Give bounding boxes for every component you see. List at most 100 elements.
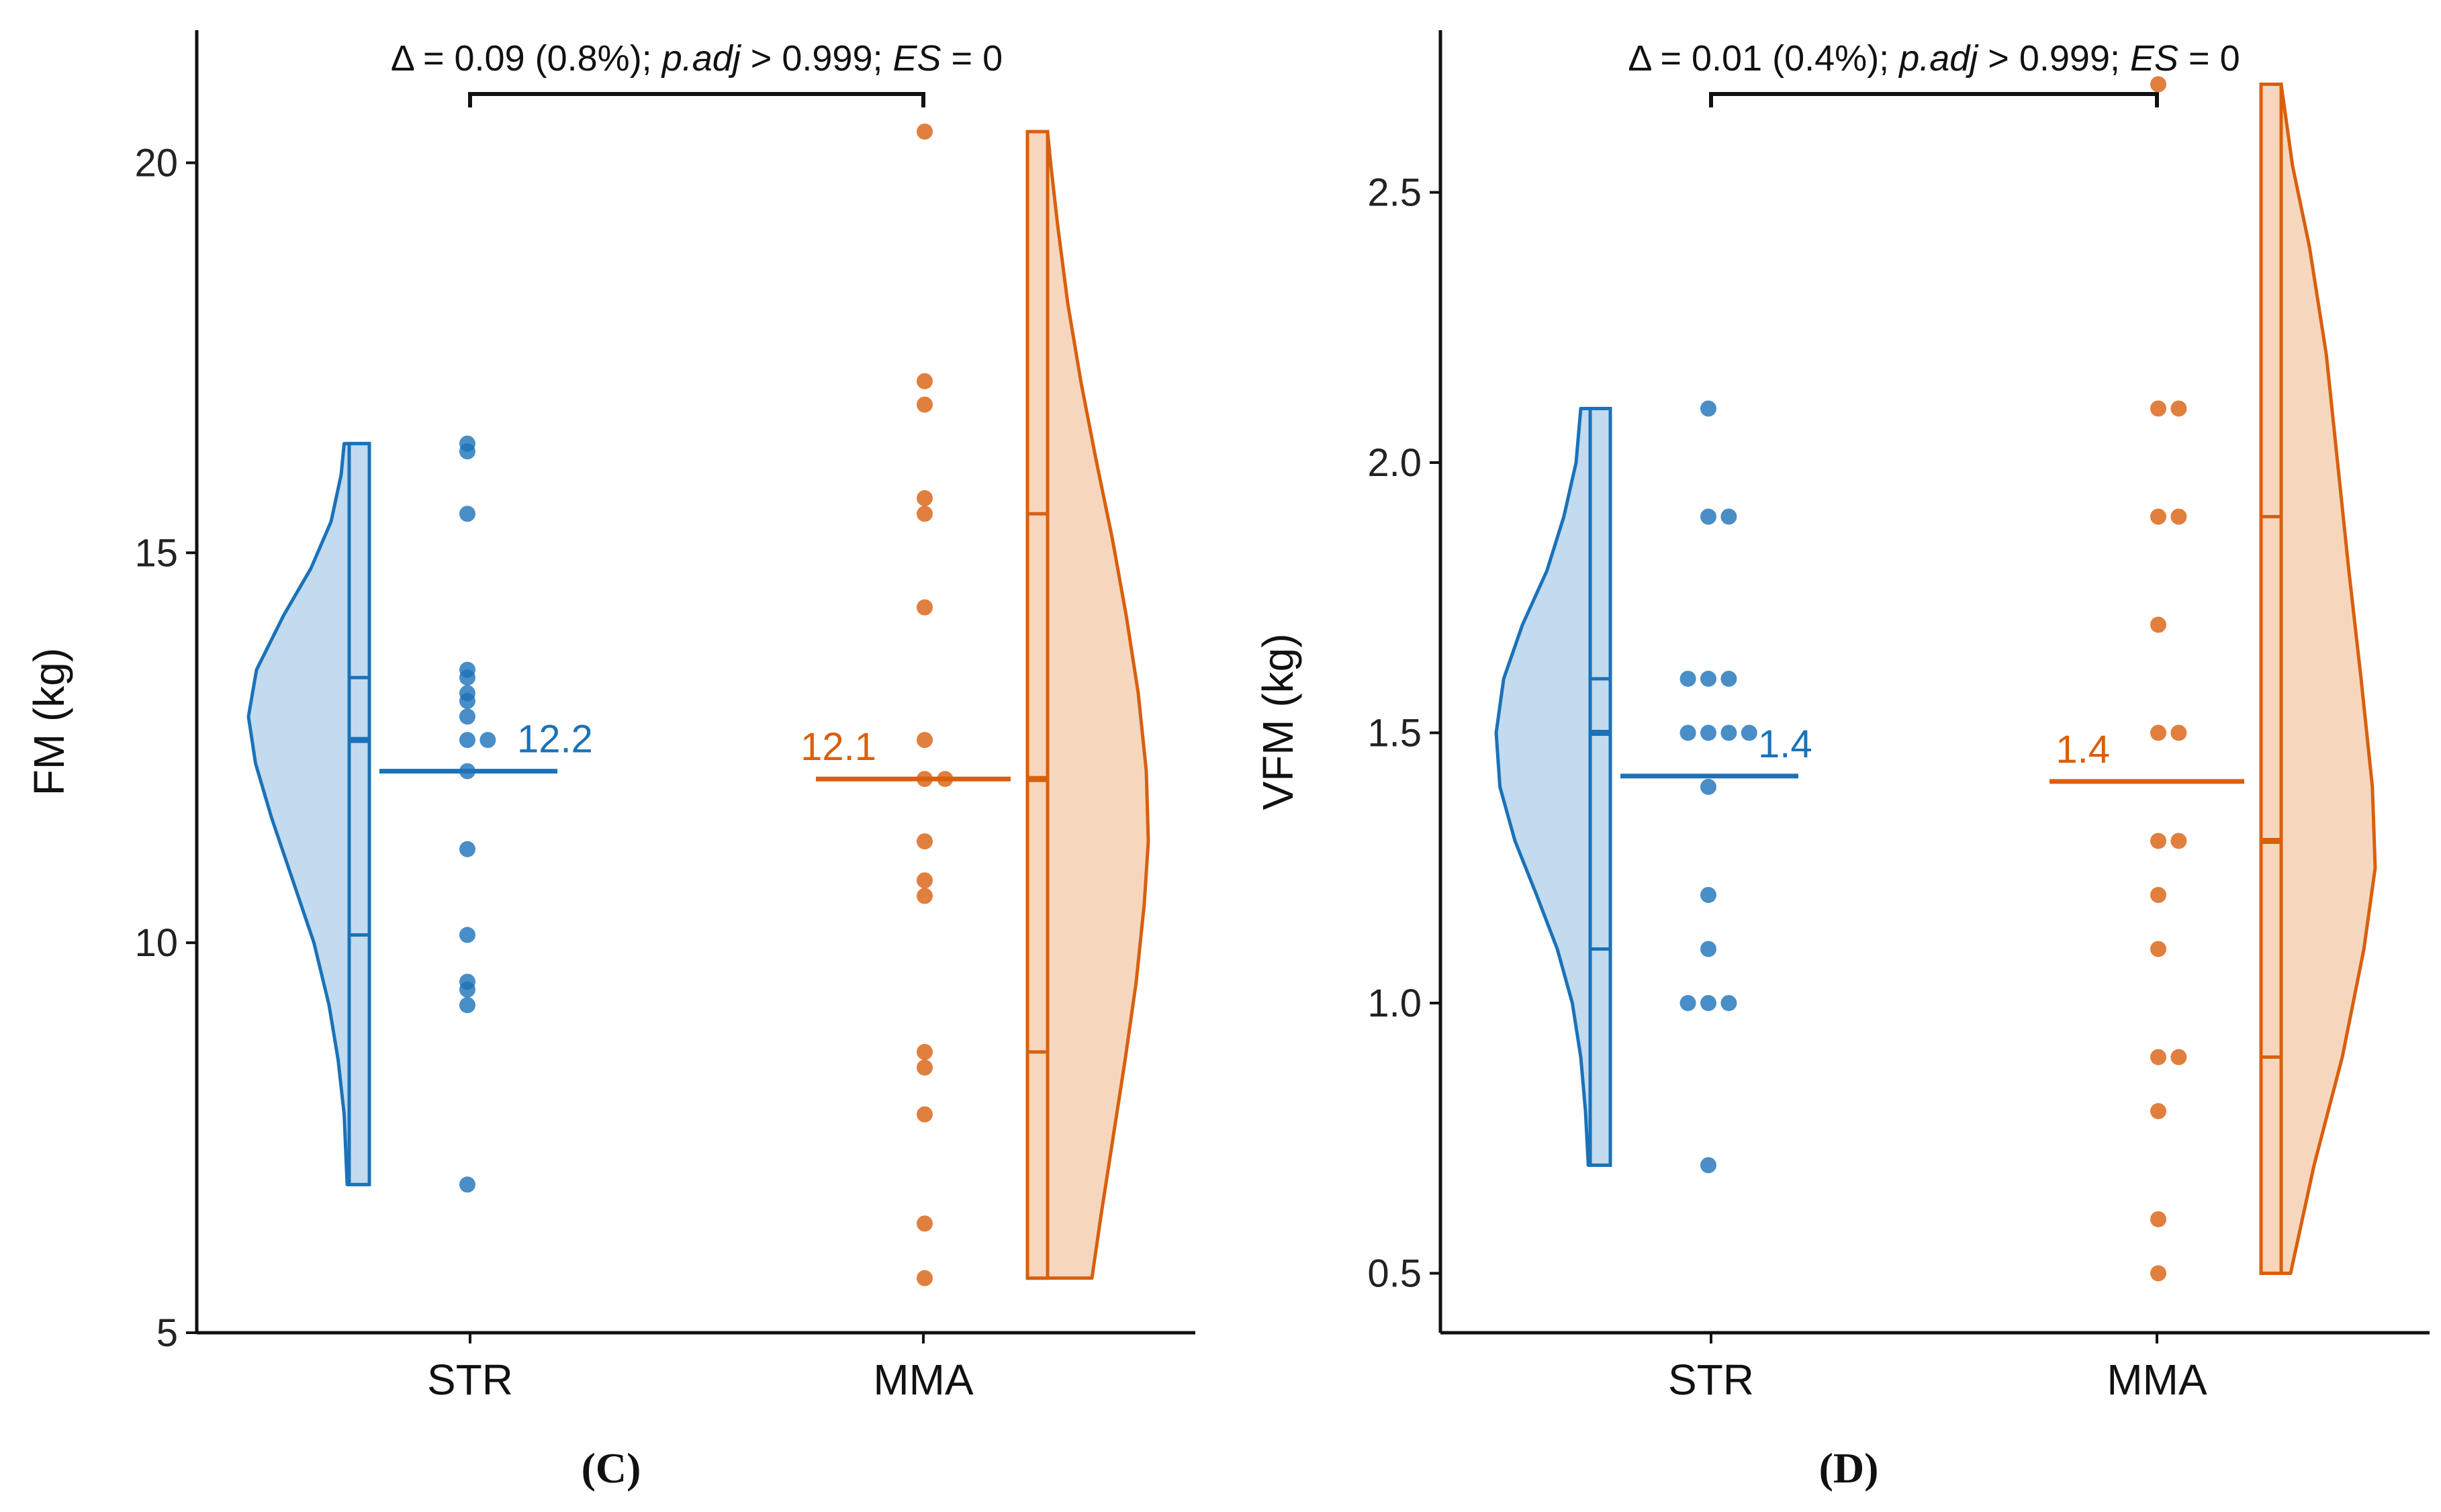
y-axis-label: VFM (kg) xyxy=(1254,633,1302,810)
data-point xyxy=(2170,833,2187,849)
mean-label: 1.4 xyxy=(1758,722,1812,766)
data-point xyxy=(917,732,933,749)
data-point xyxy=(1741,724,1757,741)
data-point xyxy=(2150,1102,2166,1119)
data-point xyxy=(1700,1157,1716,1174)
panel-d-label: (D) xyxy=(1818,1444,1879,1492)
data-point xyxy=(917,599,933,616)
data-point xyxy=(1679,994,1696,1011)
group-str: 1.4 xyxy=(1494,400,1812,1174)
data-point xyxy=(2150,833,2166,849)
comparison-bracket xyxy=(1709,92,2159,107)
comparison-label: Δ = 0.01 (0.4%); p.adj > 0.999; ES = 0 xyxy=(1628,38,2240,79)
iqr-box xyxy=(1588,677,1612,951)
chart-panel-c: 5 10 15 20 FM (kg) STR MMA Δ = 0.09 (0.8%); p.a… xyxy=(25,30,1195,1404)
y-tick-label: 5 xyxy=(156,1311,178,1355)
group-mma: 1.4 xyxy=(2049,76,2377,1282)
y-tick-label: 1.0 xyxy=(1367,982,1422,1025)
data-point xyxy=(2170,1049,2187,1066)
comparison-part-3: ES xyxy=(2130,38,2178,79)
y-axis-label: FM (kg) xyxy=(25,648,73,796)
density-cloud xyxy=(1494,406,1612,1167)
data-point xyxy=(1700,400,1716,417)
comparison-part-2: > 0.999; xyxy=(741,38,893,79)
chart-panel-d: 0.5 1.0 1.5 2.0 2.5 VFM (kg) STR MMA Δ = 0.01 (0… xyxy=(1254,30,2430,1404)
data-point xyxy=(1700,778,1716,795)
comparison-bracket xyxy=(468,92,925,107)
data-point xyxy=(1700,724,1716,741)
data-point xyxy=(1679,670,1696,687)
data-point xyxy=(459,927,475,943)
data-point xyxy=(1679,724,1696,741)
x-tick-label: STR xyxy=(427,1356,513,1404)
data-point xyxy=(459,693,475,710)
data-point xyxy=(459,981,475,998)
data-point xyxy=(2150,1049,2166,1066)
comparison-label: Δ = 0.09 (0.8%); p.adj > 0.999; ES = 0 xyxy=(391,38,1003,79)
y-tick-label: 1.5 xyxy=(1367,711,1422,755)
iqr-box xyxy=(347,675,371,937)
comparison-part-0: Δ = 0.09 (0.8%); xyxy=(391,38,662,79)
data-point xyxy=(2150,941,2166,957)
data-point xyxy=(459,661,475,678)
data-point xyxy=(1720,508,1737,525)
data-point xyxy=(917,1059,933,1076)
data-point xyxy=(917,1270,933,1286)
data-point xyxy=(917,1215,933,1232)
data-point xyxy=(459,841,475,857)
iqr-box xyxy=(2259,514,2283,1059)
data-point xyxy=(1700,670,1716,687)
comparison-part-4: = 0 xyxy=(941,38,1003,79)
data-point xyxy=(917,373,933,389)
data-point xyxy=(2150,724,2166,741)
y-tick-label: 2.0 xyxy=(1367,441,1422,485)
x-tick-label: MMA xyxy=(2107,1356,2207,1404)
y-tick-label: 15 xyxy=(134,531,178,575)
data-point xyxy=(2150,886,2166,903)
y-tick-label: 10 xyxy=(134,921,178,965)
data-point xyxy=(1700,941,1716,957)
data-point xyxy=(1720,994,1737,1011)
data-point xyxy=(1700,886,1716,903)
y-tick-label: 20 xyxy=(134,141,178,185)
data-point xyxy=(1720,724,1737,741)
data-point xyxy=(2150,616,2166,633)
mean-label: 1.4 xyxy=(2056,728,2110,771)
x-tick-label: STR xyxy=(1668,1356,1754,1404)
mean-label: 12.1 xyxy=(800,725,876,769)
data-point xyxy=(1700,508,1716,525)
comparison-part-0: Δ = 0.01 (0.4%); xyxy=(1628,38,1899,79)
comparison-part-2: > 0.999; xyxy=(1978,38,2130,79)
density-cloud xyxy=(246,442,371,1186)
data-point xyxy=(917,872,933,889)
y-tick-label: 2.5 xyxy=(1367,171,1422,214)
data-point xyxy=(2170,400,2187,417)
density-cloud xyxy=(2259,82,2377,1275)
data-point xyxy=(479,732,496,749)
comparison-part-1: p.adj xyxy=(1898,38,1979,79)
comparison-part-1: p.adj xyxy=(661,38,742,79)
data-point xyxy=(917,888,933,904)
data-point xyxy=(917,1106,933,1123)
data-point xyxy=(917,124,933,140)
data-point xyxy=(459,732,475,749)
data-point xyxy=(459,435,475,452)
data-point xyxy=(2150,1211,2166,1227)
data-point xyxy=(1700,994,1716,1011)
data-point xyxy=(459,997,475,1014)
y-tick-label: 0.5 xyxy=(1367,1251,1422,1295)
comparison-part-3: ES xyxy=(892,38,941,79)
mean-label: 12.2 xyxy=(517,718,593,761)
group-str: 12.2 xyxy=(246,435,593,1193)
data-point xyxy=(917,833,933,850)
data-point xyxy=(459,1176,475,1193)
group-mma: 12.1 xyxy=(800,124,1150,1286)
data-point xyxy=(917,1043,933,1060)
data-point xyxy=(459,506,475,522)
data-point xyxy=(1720,670,1737,687)
density-cloud xyxy=(1025,130,1150,1280)
data-point xyxy=(917,396,933,413)
x-tick-label: MMA xyxy=(873,1356,974,1404)
data-point xyxy=(2150,1265,2166,1282)
